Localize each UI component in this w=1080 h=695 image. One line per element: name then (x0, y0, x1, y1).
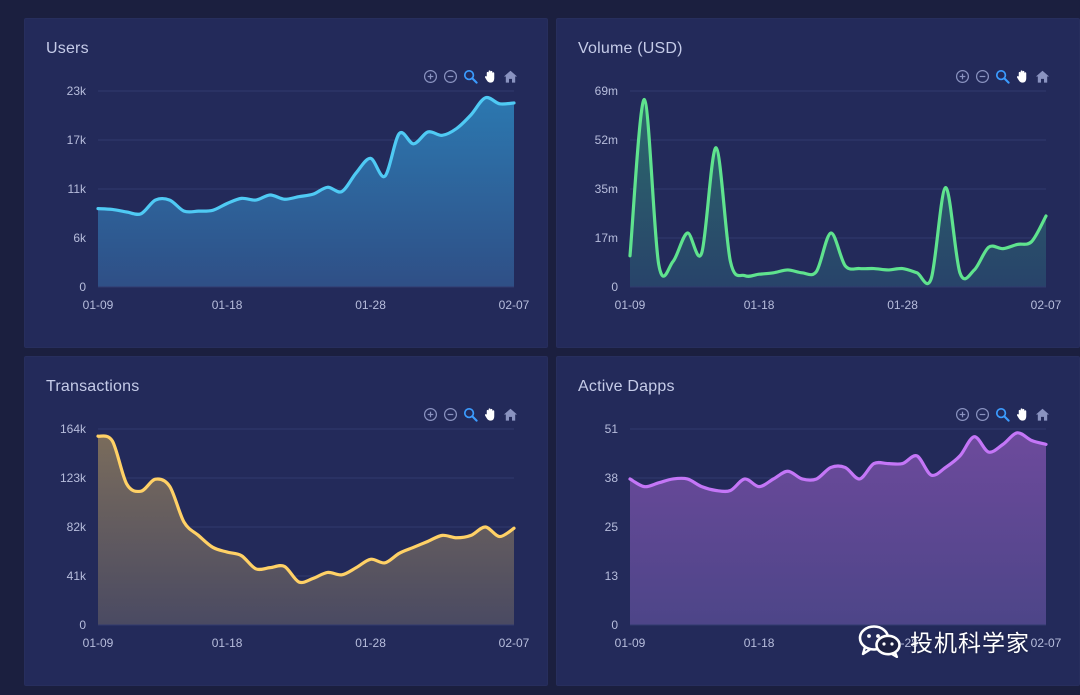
y-tick-label: 0 (611, 280, 618, 294)
x-tick-label: 01-18 (744, 636, 775, 650)
x-tick-label: 01-18 (744, 298, 775, 312)
chart-title: Users (46, 40, 89, 57)
chart-title: Volume (USD) (578, 40, 683, 57)
x-tick-label: 02-07 (1031, 298, 1062, 312)
x-tick-label: 01-09 (615, 298, 646, 312)
y-tick-label: 35m (595, 182, 618, 196)
x-tick-label: 01-09 (615, 636, 646, 650)
x-tick-label: 02-07 (499, 636, 530, 650)
transactions-panel: Transactions 0 41k 82k 123k 164k 01-09 01-18 01… (24, 356, 548, 686)
y-tick-label: 0 (79, 618, 86, 632)
volume-chart: 0 17m 35m 52m 69m 01-09 01-18 01-28 02-07 (595, 84, 1062, 312)
chart-title: Transactions (46, 378, 140, 395)
series-area (98, 435, 514, 625)
y-tick-label: 123k (60, 471, 87, 485)
y-tick-label: 51 (605, 422, 619, 436)
y-tick-label: 41k (67, 569, 87, 583)
x-tick-label: 01-28 (355, 298, 386, 312)
volume-panel: Volume (USD) 0 17m 35m 52m 69m 01-09 01-18 01-2… (556, 18, 1080, 348)
y-tick-label: 13 (605, 569, 619, 583)
y-tick-label: 6k (73, 231, 87, 245)
y-tick-label: 11k (68, 182, 87, 196)
zoom-in-icon[interactable] (422, 68, 438, 84)
series-area (630, 432, 1046, 625)
zoom-select-icon[interactable] (994, 406, 1010, 422)
watermark-text: 投机科学家 (910, 631, 1030, 657)
y-tick-label: 0 (611, 618, 618, 632)
zoom-in-icon[interactable] (954, 406, 970, 422)
transactions-chart: 0 41k 82k 123k 164k 01-09 01-18 01-28 02-07 (60, 422, 530, 650)
chart-toolbox (422, 406, 518, 422)
y-tick-label: 17m (595, 231, 618, 245)
x-tick-label: 01-28 (887, 298, 918, 312)
zoom-out-icon[interactable] (442, 68, 458, 84)
home-reset-icon[interactable] (502, 406, 518, 422)
wechat-icon (858, 625, 901, 658)
chart-toolbox (422, 68, 518, 84)
y-tick-label: 25 (605, 520, 619, 534)
chart-toolbox (954, 406, 1050, 422)
users-chart: 0 6k 11k 17k 23k 01-09 01-18 01-28 02-07 (67, 84, 530, 312)
series-area (98, 97, 514, 287)
home-reset-icon[interactable] (1034, 68, 1050, 84)
zoom-out-icon[interactable] (442, 406, 458, 422)
chart-toolbox (954, 68, 1050, 84)
active-dapps-panel: Active Dapps 0 13 25 38 51 01-09 01-18 01-28 02-… (556, 356, 1080, 686)
x-tick-label: 01-18 (212, 298, 243, 312)
y-tick-label: 17k (67, 133, 87, 147)
y-tick-label: 69m (595, 84, 618, 98)
x-tick-label: 01-18 (212, 636, 243, 650)
x-tick-label: 02-07 (1031, 636, 1062, 650)
series-line (628, 97, 1048, 286)
chart-title: Active Dapps (578, 378, 675, 395)
watermark: 投机科学家 (858, 624, 1030, 658)
series-area (630, 99, 1046, 287)
y-tick-label: 52m (595, 133, 618, 147)
zoom-out-icon[interactable] (974, 406, 990, 422)
series-line (96, 95, 516, 216)
y-tick-label: 0 (79, 280, 86, 294)
y-tick-label: 38 (605, 471, 619, 485)
home-reset-icon[interactable] (1034, 406, 1050, 422)
zoom-select-icon[interactable] (462, 406, 478, 422)
y-tick-label: 23k (67, 84, 87, 98)
pan-hand-icon[interactable] (482, 406, 498, 422)
zoom-select-icon[interactable] (462, 68, 478, 84)
x-tick-label: 01-28 (355, 636, 386, 650)
pan-hand-icon[interactable] (1014, 406, 1030, 422)
zoom-in-icon[interactable] (422, 406, 438, 422)
pan-hand-icon[interactable] (1014, 68, 1030, 84)
y-tick-label: 164k (60, 422, 87, 436)
home-reset-icon[interactable] (502, 68, 518, 84)
pan-hand-icon[interactable] (482, 68, 498, 84)
x-tick-label: 02-07 (499, 298, 530, 312)
users-panel: Users 0 6k 11k 17k 23k 01-09 01-18 01-28 02-07 (24, 18, 548, 348)
series-line (628, 431, 1048, 494)
zoom-in-icon[interactable] (954, 68, 970, 84)
series-line (96, 434, 516, 585)
y-tick-label: 82k (67, 520, 87, 534)
x-tick-label: 01-09 (83, 636, 114, 650)
zoom-select-icon[interactable] (994, 68, 1010, 84)
zoom-out-icon[interactable] (974, 68, 990, 84)
x-tick-label: 01-09 (83, 298, 114, 312)
